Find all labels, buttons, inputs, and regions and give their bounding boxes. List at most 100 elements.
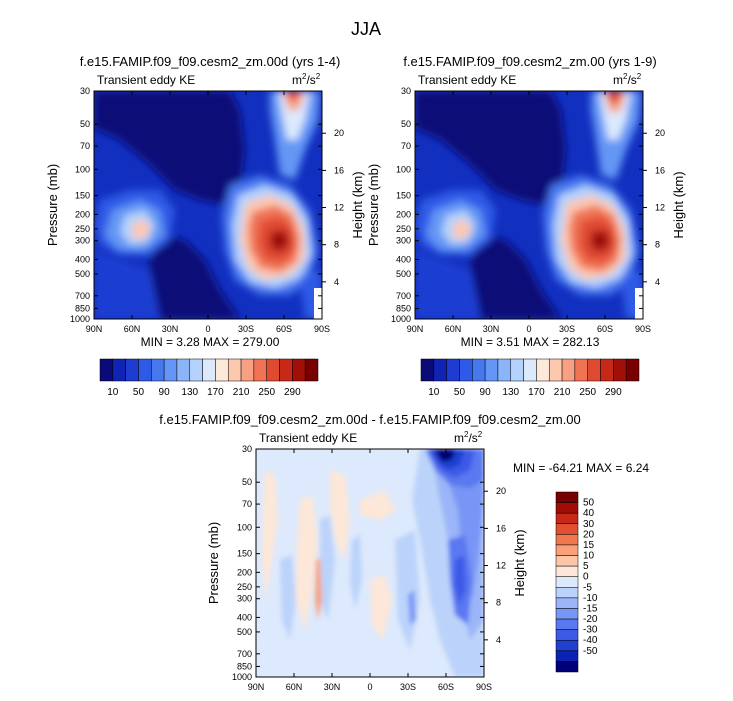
colorbar-box (555, 565, 579, 577)
y-tick-label: 30 (401, 86, 411, 96)
x-tick-label: 60S (438, 682, 454, 692)
panel-1-field (94, 91, 322, 319)
colorbar-box (266, 358, 280, 382)
height-tick-label: 4 (655, 277, 660, 287)
colorbar-box (497, 358, 512, 382)
colorbar-label: 50 (583, 498, 595, 509)
panel-3-axes: 305070100150200250300400500700850100090N… (232, 444, 506, 692)
colorbar-box (555, 597, 579, 609)
colorbar-box (555, 650, 579, 662)
colorbar-box (555, 512, 579, 525)
x-tick-label: 30N (162, 324, 179, 334)
colorbar-label: 30 (583, 519, 595, 530)
panel-2-axes: 305070100150200250300400500700850100090N… (391, 86, 665, 334)
y-tick-label: 50 (401, 119, 411, 129)
y-tick-label: 400 (396, 254, 411, 264)
colorbar-box (459, 358, 473, 382)
y-tick-label: 100 (75, 164, 90, 174)
colorbar-label: 10 (428, 387, 440, 398)
y-tick-label: 30 (80, 86, 90, 96)
colorbar-box (600, 358, 614, 382)
y-tick-label: 1000 (70, 314, 90, 324)
colorbar-label: 290 (605, 387, 622, 398)
panel-3-title: f.e15.FAMIP.f09_f09.cesm2_zm.00d - f.e15… (159, 412, 581, 427)
colorbar-box (279, 358, 293, 382)
colorbar-box (189, 358, 203, 382)
colorbar-box (587, 358, 601, 382)
colorbar-box (523, 358, 537, 382)
panel-2-ylabel-right: Height (km) (671, 171, 686, 238)
colorbar-label: 40 (583, 508, 595, 519)
panel-1-minmax: MIN = 3.28 MAX = 279.00 (141, 335, 280, 349)
y-tick-label: 300 (237, 594, 252, 604)
x-tick-label: 90N (86, 324, 103, 334)
panel-3-minmax: MIN = -64.21 MAX = 6.24 (513, 461, 649, 475)
colorbar-label: 90 (159, 387, 171, 398)
panel-3-field (256, 449, 484, 677)
colorbar-box (176, 358, 191, 382)
colorbar-label: -20 (583, 614, 598, 625)
x-tick-label: 90S (314, 324, 330, 334)
colorbar-box (420, 358, 435, 382)
colorbar-label: -30 (583, 625, 598, 636)
colorbar-label: -5 (583, 582, 592, 593)
colorbar-label: 5 (583, 561, 589, 572)
y-tick-label: 200 (75, 209, 90, 219)
y-tick-label: 850 (75, 303, 90, 313)
colorbar-box (613, 358, 627, 382)
colorbar-label: 10 (107, 387, 119, 398)
x-tick-label: 30N (483, 324, 500, 334)
y-tick-label: 1000 (391, 314, 411, 324)
colorbar-box (202, 358, 216, 382)
height-tick-label: 8 (655, 240, 660, 250)
panel-1-colorbar: 10 50 90 130 170 210 250 290 (99, 358, 319, 398)
colorbar-label: 170 (528, 387, 545, 398)
height-tick-label: 4 (334, 277, 339, 287)
x-tick-label: 60N (124, 324, 141, 334)
colorbar-label: 250 (258, 387, 275, 398)
y-tick-label: 850 (396, 303, 411, 313)
y-tick-label: 200 (396, 209, 411, 219)
colorbar-box (472, 358, 486, 382)
panel-1-units: m2/s2 (292, 72, 321, 87)
panel-2-colorbar: 10 50 90 130 170 210 250 290 (420, 358, 640, 398)
colorbar-box (561, 358, 576, 382)
height-tick-label: 12 (334, 203, 344, 213)
y-tick-label: 150 (75, 191, 90, 201)
y-tick-label: 500 (75, 269, 90, 279)
y-tick-label: 150 (396, 191, 411, 201)
colorbar-label: 20 (583, 529, 595, 540)
panel-2-minmax: MIN = 3.51 MAX = 282.13 (461, 335, 600, 349)
x-tick-label: 0 (367, 682, 372, 692)
colorbar-box (555, 576, 579, 588)
colorbar-label: 210 (233, 387, 250, 398)
y-tick-label: 50 (80, 119, 90, 129)
colorbar-label: 90 (480, 387, 492, 398)
panel-3-ylabel: Pressure (mb) (206, 522, 221, 604)
colorbar-box (112, 358, 126, 382)
colorbar-box (555, 555, 579, 567)
colorbar-box (433, 358, 447, 382)
y-tick-label: 50 (242, 477, 252, 487)
y-tick-label: 100 (396, 164, 411, 174)
figure-title: JJA (351, 19, 381, 39)
colorbar-label: -15 (583, 603, 598, 614)
colorbar-box (555, 608, 579, 620)
panel-1: f.e15.FAMIP.f09_f09.cesm2_zm.00d (yrs 1-… (45, 54, 365, 398)
colorbar-box (555, 639, 579, 652)
height-tick-label: 16 (496, 523, 506, 533)
colorbar-box (555, 587, 579, 599)
height-tick-label: 12 (655, 203, 665, 213)
height-tick-label: 8 (496, 598, 501, 608)
y-tick-label: 700 (75, 291, 90, 301)
colorbar-label: -10 (583, 593, 598, 604)
y-tick-label: 250 (237, 582, 252, 592)
colorbar-label: 50 (133, 387, 145, 398)
panel-1-ylabel-right: Height (km) (350, 171, 365, 238)
y-tick-label: 700 (237, 649, 252, 659)
x-tick-label: 60N (445, 324, 462, 334)
colorbar-label: -50 (583, 646, 598, 657)
colorbar-label: 130 (181, 387, 198, 398)
panel-2-subtitle: Transient eddy KE (418, 73, 516, 87)
